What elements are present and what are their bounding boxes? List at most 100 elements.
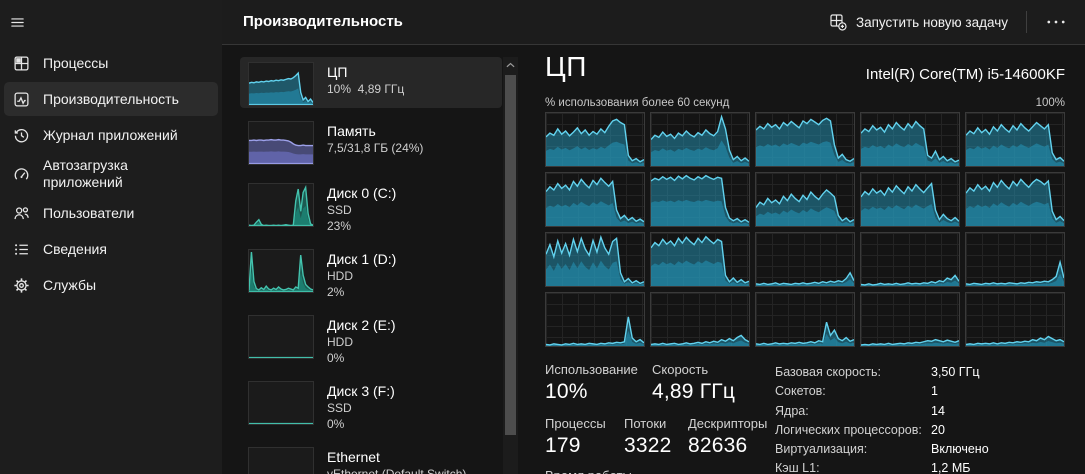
list-scrollbar[interactable]	[503, 57, 518, 474]
perf-item-text: Ethernet vEthernet (Default Switch)	[327, 440, 466, 474]
chevron-up-icon[interactable]	[503, 59, 518, 71]
info-row: Сокетов: 1	[775, 382, 989, 401]
sidebar-item-label: Производительность	[43, 90, 179, 107]
disk1-mini-graph	[248, 249, 314, 293]
processes-icon	[13, 55, 30, 72]
new-task-icon	[829, 13, 847, 31]
sidebar-item-label: Журнал приложений	[43, 126, 178, 143]
startup-icon	[13, 166, 30, 183]
sidebar-item-startup-apps[interactable]: Автозагрузка приложений	[4, 154, 218, 194]
perf-list-item-disk2[interactable]: Диск 2 (E:) HDD 0%	[240, 308, 502, 370]
memory-mini-graph	[248, 121, 314, 165]
core-graph-8	[860, 172, 960, 227]
info-value: 20	[931, 422, 945, 437]
info-row: Логических процессоров: 20	[775, 421, 989, 440]
info-label: Кэш L1:	[775, 461, 820, 474]
cpu-detail-panel: ЦП Intel(R) Core(TM) i5-14600KF % исполь…	[545, 51, 1065, 474]
graph-scale-label: 100%	[1035, 97, 1065, 109]
perf-list-item-cpu[interactable]: ЦП 10% 4,89 ГГц	[240, 57, 502, 108]
core-graph-5	[545, 172, 645, 227]
core-graph-11	[650, 232, 750, 287]
topbar-divider	[1026, 11, 1027, 33]
stat-value: 3322	[624, 434, 672, 457]
hamburger-icon	[10, 15, 32, 30]
sidebar-item-processes[interactable]: Процессы	[4, 46, 218, 80]
perf-item-detail: 10% 4,89 ГГц	[327, 82, 405, 96]
sidebar-nav: Процессы Производительность Журнал приложе…	[0, 44, 222, 304]
sidebar-item-label: Процессы	[43, 54, 109, 71]
perf-item-detail: 0%	[327, 351, 345, 365]
sidebar-item-label: Автозагрузка приложений	[43, 157, 128, 190]
run-new-task-button[interactable]: Запустить новую задачу	[821, 7, 1016, 37]
perf-item-detail: 0%	[327, 417, 345, 431]
stat-использование: Использование 10%	[545, 362, 638, 405]
info-row: Виртуализация: Включено	[775, 440, 989, 459]
info-value: 3,50 ГГц	[931, 365, 980, 379]
stat-скорость: Скорость 4,89 ГГц	[652, 362, 735, 405]
sidebar-item-users[interactable]: Пользователи	[4, 196, 218, 230]
perf-item-detail: HDD	[327, 269, 353, 283]
core-graph-1	[650, 112, 750, 167]
core-graph-13	[860, 232, 960, 287]
graph-caption: % использования более 60 секунд	[545, 97, 730, 109]
info-row: Кэш L1: 1,2 МБ	[775, 459, 989, 474]
perf-item-text: Диск 3 (F:) SSD 0%	[327, 374, 395, 436]
stat-процессы: Процессы 179	[545, 416, 606, 459]
sidebar: Процессы Производительность Журнал приложе…	[0, 0, 222, 474]
sidebar-item-performance[interactable]: Производительность	[4, 82, 218, 116]
core-graph-7	[755, 172, 855, 227]
sidebar-item-services[interactable]: Службы	[4, 268, 218, 302]
perf-item-detail: SSD	[327, 401, 352, 415]
performance-icon	[13, 91, 30, 108]
perf-item-detail: HDD	[327, 335, 353, 349]
core-graph-19	[965, 292, 1065, 347]
core-graph-15	[545, 292, 645, 347]
topbar: Производительность Запустить новую задач…	[222, 0, 1085, 45]
info-label: Базовая скорость:	[775, 365, 881, 379]
stat-потоки: Потоки 3322	[624, 416, 672, 459]
info-value: 1	[931, 384, 938, 399]
scrollbar-thumb[interactable]	[505, 75, 516, 435]
core-graph-17	[755, 292, 855, 347]
perf-item-title: Ethernet	[327, 449, 380, 465]
topbar-actions: Запустить новую задачу	[821, 0, 1075, 44]
sidebar-item-details[interactable]: Сведения	[4, 232, 218, 266]
core-graph-10	[545, 232, 645, 287]
perf-item-title: ЦП	[327, 64, 348, 80]
stat-label: Процессы	[545, 416, 606, 431]
more-options-button[interactable]	[1037, 14, 1075, 30]
disk3-mini-graph	[248, 381, 314, 425]
core-graph-3	[860, 112, 960, 167]
info-value: 1,2 МБ	[931, 461, 971, 474]
perf-item-detail: SSD	[327, 203, 352, 217]
core-graph-2	[755, 112, 855, 167]
perf-item-detail: 2%	[327, 285, 345, 299]
sidebar-item-app-history[interactable]: Журнал приложений	[4, 118, 218, 152]
history-icon	[13, 127, 30, 144]
users-icon	[13, 205, 30, 222]
core-graph-4	[965, 112, 1065, 167]
stat-value: 10%	[545, 380, 588, 403]
perf-list-item-disk1[interactable]: Диск 1 (D:) HDD 2%	[240, 242, 502, 304]
perf-list-item-ethernet[interactable]: Ethernet vEthernet (Default Switch)	[240, 440, 502, 474]
ellipsis-icon	[1047, 20, 1065, 24]
menu-button[interactable]	[6, 8, 36, 36]
perf-item-title: Диск 3 (F:)	[327, 383, 395, 399]
perf-list-item-memory[interactable]: Память 7,5/31,8 ГБ (24%)	[240, 114, 502, 170]
uptime-label: Время работы	[545, 468, 632, 474]
perf-item-text: ЦП 10% 4,89 ГГц	[327, 57, 404, 108]
perf-list-item-disk0[interactable]: Диск 0 (C:) SSD 23%	[240, 176, 502, 238]
info-label: Сокетов:	[775, 384, 826, 399]
perf-item-title: Диск 1 (D:)	[327, 251, 397, 267]
stat-label: Использование	[545, 362, 638, 377]
sidebar-item-label: Службы	[43, 276, 97, 293]
info-label: Логических процессоров:	[775, 422, 922, 437]
perf-item-text: Диск 0 (C:) SSD 23%	[327, 176, 396, 238]
info-row: Ядра: 14	[775, 402, 989, 421]
perf-list-item-disk3[interactable]: Диск 3 (F:) SSD 0%	[240, 374, 502, 436]
stats-info: Базовая скорость: 3,50 ГГц Сокетов: 1 Ядра: 1…	[775, 363, 989, 474]
perf-item-text: Память 7,5/31,8 ГБ (24%)	[327, 114, 423, 170]
core-graph-12	[755, 232, 855, 287]
details-icon	[13, 241, 30, 258]
